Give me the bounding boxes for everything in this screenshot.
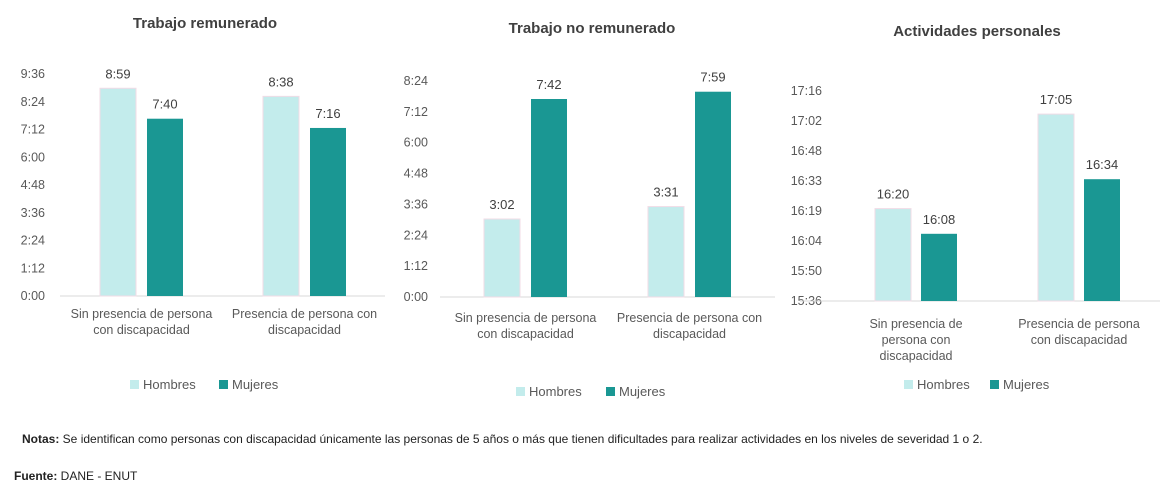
chart-title: Trabajo no remunerado [509,20,676,37]
legend-label: Hombres [143,377,196,392]
legend-swatch-hombres [904,380,913,389]
y-tick-label: 3:36 [21,206,45,220]
y-tick-label: 9:36 [21,67,45,81]
y-tick-label: 3:36 [404,197,428,211]
category-label: persona con [882,333,951,347]
y-tick-label: 2:24 [404,228,428,242]
y-tick-label: 16:33 [791,174,822,188]
source: Fuente: DANE - ENUT [14,469,137,483]
bar-mujeres [695,91,731,297]
y-tick-label: 8:24 [21,95,45,109]
y-tick-label: 6:00 [404,136,428,150]
y-tick-label: 15:50 [791,264,822,278]
y-tick-label: 17:16 [791,84,822,98]
bar-hombres [99,87,137,297]
category-label: con discapacidad [93,323,190,337]
notes-label: Notas: [22,432,60,446]
bar-hombres [483,218,521,298]
data-label: 7:16 [315,106,340,121]
category-label: Sin presencia de [869,317,962,331]
notes: Notas: Se identifican como personas con … [22,432,1082,446]
data-label: 8:38 [268,74,293,89]
category-label: con discapacidad [477,327,574,341]
y-tick-label: 1:12 [21,261,45,275]
legend-swatch-hombres [130,380,139,389]
bar-mujeres [531,99,567,297]
y-tick-label: 6:00 [21,150,45,164]
notes-text: Se identifican como personas con discapa… [59,432,983,446]
data-label: 7:59 [700,70,725,85]
y-tick-label: 1:12 [404,259,428,273]
category-label: con discapacidad [1031,333,1128,347]
chart-title: Actividades personales [893,23,1061,40]
source-label: Fuente: [14,469,58,483]
y-tick-label: 0:00 [21,289,45,303]
y-tick-label: 16:04 [791,234,822,248]
legend-swatch-mujeres [990,380,999,389]
bar-hombres [262,95,300,297]
chart-title: Trabajo remunerado [133,15,277,32]
y-tick-label: 17:02 [791,114,822,128]
y-tick-label: 4:48 [21,178,45,192]
category-label: discapacidad [880,349,953,363]
category-label: Presencia de persona con [232,307,377,321]
legend-label: Mujeres [619,384,666,399]
data-label: 7:40 [152,97,177,112]
legend-swatch-mujeres [606,387,615,396]
y-tick-label: 2:24 [21,234,45,248]
category-label: discapacidad [268,323,341,337]
y-tick-label: 16:19 [791,204,822,218]
data-label: 16:20 [877,187,910,202]
legend-label: Mujeres [232,377,279,392]
category-label: Presencia de persona con [617,311,762,325]
y-tick-label: 0:00 [404,290,428,304]
source-text: DANE - ENUT [57,469,138,483]
bar-mujeres [921,233,957,301]
y-tick-label: 4:48 [404,167,428,181]
legend-label: Mujeres [1003,377,1050,392]
bar-mujeres [1084,179,1120,301]
legend-swatch-hombres [516,387,525,396]
y-tick-label: 7:12 [404,105,428,119]
data-label: 16:34 [1086,157,1119,172]
bar-mujeres [147,118,183,296]
bar-mujeres [310,127,346,296]
data-label: 8:59 [105,66,130,81]
legend-swatch-mujeres [219,380,228,389]
category-label: discapacidad [653,327,726,341]
data-label: 3:31 [653,185,678,200]
legend-label: Hombres [917,377,970,392]
legend-label: Hombres [529,384,582,399]
bar-hombres [647,206,685,298]
category-label: Sin presencia de persona [455,311,597,325]
bar-hombres [874,208,912,302]
y-tick-label: 7:12 [21,123,45,137]
data-label: 16:08 [923,212,956,227]
y-tick-label: 16:48 [791,144,822,158]
category-label: Sin presencia de persona [71,307,213,321]
data-label: 3:02 [489,197,514,212]
bar-hombres [1037,113,1075,302]
y-tick-label: 8:24 [404,74,428,88]
data-label: 17:05 [1040,92,1073,107]
data-label: 7:42 [536,77,561,92]
category-label: Presencia de persona [1018,317,1140,331]
